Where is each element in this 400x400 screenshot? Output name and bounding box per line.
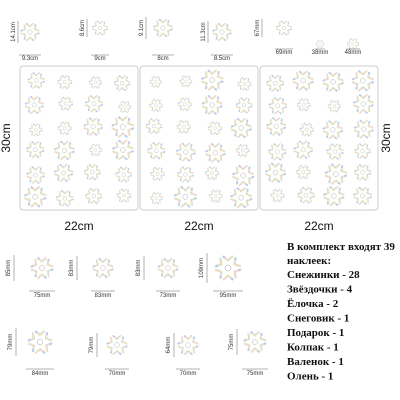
dimension-label: 30cm — [379, 123, 393, 152]
dimension-label: 8cm — [157, 56, 168, 62]
snowflake-sticker — [346, 38, 359, 51]
dimension-label: 75mm — [247, 371, 264, 377]
dimension-label: 79mm — [8, 334, 14, 351]
snowflake-sticker — [92, 257, 114, 279]
sheet — [19, 65, 139, 211]
dimension-label: 9.1cm — [139, 20, 145, 36]
dimension-label: Валенок - 1 — [287, 356, 344, 368]
dimension-label: 69mm — [276, 50, 293, 56]
dimension-label: 70mm — [109, 371, 126, 377]
dimension-label: Колпак - 1 — [287, 342, 339, 354]
dimension-label: 85mm — [6, 260, 12, 277]
dimension-label: наклеек: — [287, 255, 331, 267]
dimension-label: Подарок - 1 — [287, 327, 344, 339]
snowflake-sticker — [20, 22, 40, 42]
dimension-label: 79mm — [89, 337, 95, 354]
snowflake-sticker — [177, 334, 199, 356]
snowflake-sticker — [214, 255, 242, 282]
snowflake-sticker — [315, 40, 324, 49]
dimension-label: Снежинки - 28 — [287, 269, 360, 281]
snowflake-sticker — [157, 257, 179, 279]
dimension-label: В комплект входят 39 — [287, 241, 395, 253]
dimension-label: 95mm — [220, 293, 237, 299]
dimension-label: 8.6cm — [80, 20, 86, 36]
dimension-label: 30cm — [0, 123, 13, 152]
dimension-label: 75mm — [229, 334, 235, 351]
dimension-label: Олень - 1 — [287, 371, 333, 383]
dimension-label: Звёздочки - 4 — [287, 284, 353, 296]
snowflake-sticker — [153, 18, 173, 38]
dimension-label: 8.5cm — [214, 56, 230, 62]
dimension-label: Ёлочка - 2 — [287, 297, 339, 310]
snowflake-sticker — [92, 20, 109, 36]
dimension-label: 38mm — [312, 50, 329, 56]
sheet — [259, 65, 379, 211]
snowflake-sticker — [106, 334, 128, 356]
dimension-label: 109mm — [199, 258, 205, 278]
dimension-label: 22cm — [184, 219, 213, 233]
snowflake-sticker — [243, 330, 267, 353]
sheet — [139, 65, 259, 211]
dimension-label: 75mm — [34, 293, 51, 299]
dimension-label: 9.3cm — [22, 56, 38, 62]
snowflake-sticker — [276, 20, 293, 36]
dimension-label: 73mm — [160, 293, 177, 299]
dimension-label: 22cm — [64, 219, 93, 233]
dimension-label: 22cm — [304, 219, 333, 233]
dimension-label: 67mm — [255, 20, 261, 37]
dimension-label: 83mm — [69, 260, 75, 277]
dimension-label: Снеговик - 1 — [287, 313, 349, 325]
dimension-label: 84mm — [32, 371, 49, 377]
dimension-label: 70mm — [180, 371, 197, 377]
labels: 9.3cm 14.1cm 9cm 8.6cm 8cm 9.1cm 8.5cm 11.3cm 69… — [0, 17, 395, 383]
snowflake-sticker — [212, 22, 232, 42]
snowflake-sticker — [27, 329, 53, 354]
snowflake-sticker — [30, 256, 54, 279]
dimension-label: 11.3cm — [201, 22, 207, 41]
dimension-label: 64mm — [166, 337, 172, 354]
dimension-label: 48mm — [345, 50, 362, 56]
dimension-label: 83mm — [95, 293, 112, 299]
dimension-label: 83mm — [136, 260, 142, 277]
dimension-label: 14.1cm — [11, 22, 17, 42]
dimension-label: 9cm — [94, 56, 105, 62]
